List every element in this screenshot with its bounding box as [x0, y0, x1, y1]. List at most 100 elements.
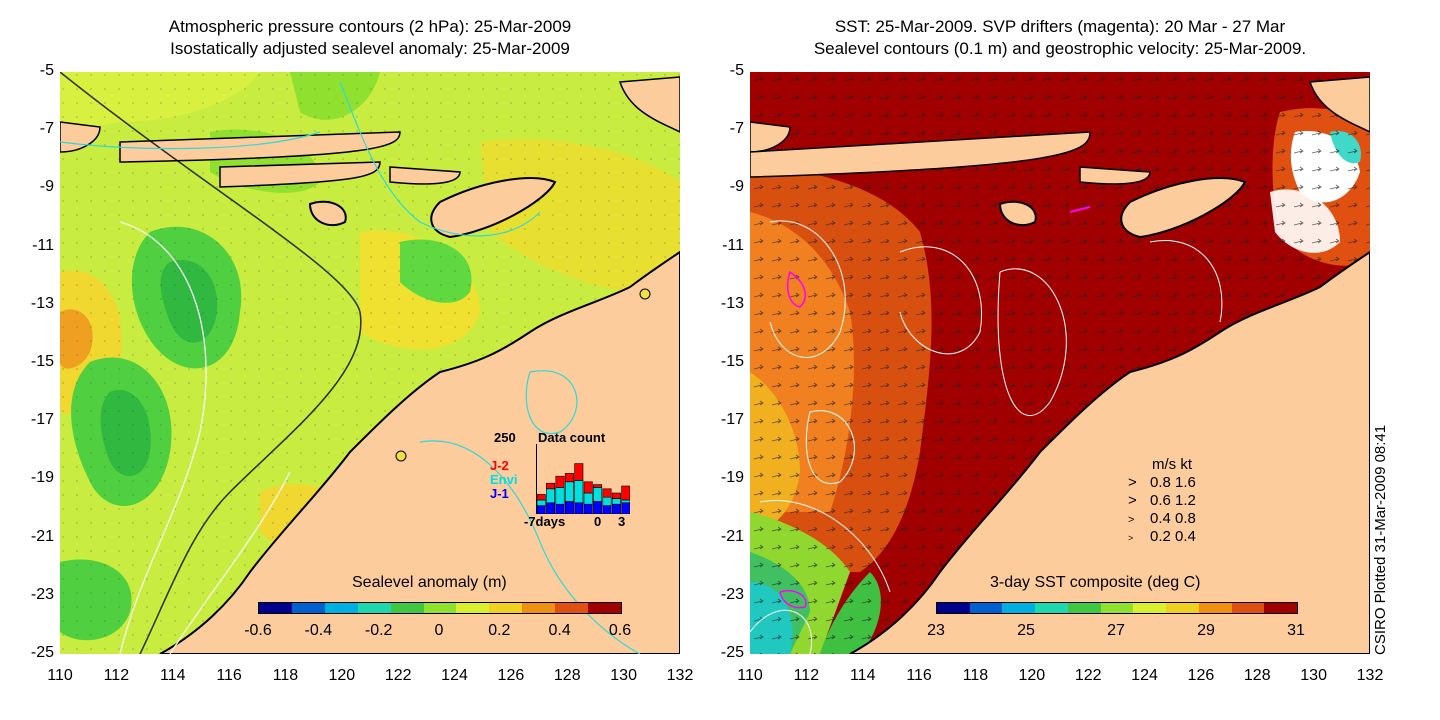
left-title-line2: Isostatically adjusted sealevel anomaly:…	[170, 39, 570, 58]
x-tick-label: 128	[553, 667, 581, 684]
x-tick-label: 114	[159, 667, 186, 684]
data-count-max-label: 250	[494, 430, 516, 445]
sst-map	[750, 72, 1370, 654]
data-count-bar	[574, 502, 584, 514]
x-tick-label: 124	[1131, 667, 1158, 684]
legend-j2: J-2	[490, 458, 509, 473]
data-count-bar	[555, 475, 565, 488]
left-colorbar	[258, 602, 622, 614]
colorbar-swatch	[969, 603, 1003, 613]
data-count-xlabel-end: 3	[618, 514, 626, 529]
data-count-title: Data count	[538, 430, 606, 445]
x-tick-label: 110	[47, 667, 73, 684]
y-tick-label: -13	[30, 294, 54, 312]
x-tick-label: 110	[737, 667, 763, 684]
credit-text: CSIRO Plotted 31-Mar-2009 08:41	[1372, 424, 1389, 655]
y-tick-label: -25	[720, 644, 744, 661]
y-tick-label: -9	[39, 178, 54, 196]
data-count-bar	[611, 492, 621, 499]
x-tick-label: 126	[1187, 667, 1215, 684]
data-count-bar	[593, 484, 603, 488]
y-tick-label: -17	[30, 411, 54, 429]
y-tick-label: -5	[729, 62, 744, 79]
x-tick-label: 122	[384, 667, 412, 684]
colorbar-label: -0.6	[244, 622, 272, 639]
colorbar-swatch	[357, 603, 391, 613]
y-tick-label: -15	[30, 353, 54, 370]
colorbar-label: 29	[1197, 622, 1215, 639]
y-tick-label: -21	[30, 527, 54, 545]
colorbar-swatch	[259, 603, 292, 613]
velocity-legend: m/s kt >0.8 1.6 >0.6 1.2 >0.4 0.8 >0.2 0…	[1128, 456, 1258, 546]
x-tick-label: 120	[328, 667, 356, 684]
data-count-xlabel-zero: 0	[594, 514, 602, 529]
left-title-line1: Atmospheric pressure contours (2 hPa): 2…	[168, 17, 572, 36]
data-count-bar	[555, 503, 565, 514]
colorbar-swatch	[522, 603, 556, 613]
x-tick-label: 122	[1074, 667, 1102, 684]
y-tick-label: -23	[30, 585, 54, 603]
y-tick-label: -19	[720, 469, 744, 487]
data-count-bar	[621, 502, 630, 514]
data-count-bar	[574, 463, 584, 481]
y-tick-label: -9	[729, 178, 744, 196]
velocity-legend-row-08: >0.8 1.6	[1128, 474, 1196, 491]
data-count-bar	[583, 481, 593, 494]
data-count-bar	[602, 505, 612, 514]
colorbar-swatch	[555, 603, 589, 613]
data-count-bar	[621, 485, 630, 501]
colorbar-swatch	[456, 603, 490, 613]
data-count-bar	[602, 488, 612, 498]
data-count-bar	[611, 503, 621, 514]
colorbar-label: -0.2	[364, 622, 393, 639]
y-tick-label: -15	[720, 353, 744, 370]
sealevel-anomaly-map	[60, 72, 680, 654]
y-tick-label: -7	[729, 120, 744, 138]
data-count-bar	[536, 494, 546, 501]
colorbar-label: 0.4	[548, 622, 571, 639]
colorbar-swatch	[489, 603, 523, 613]
x-tick-label: 116	[906, 667, 932, 684]
data-count-bar	[546, 502, 556, 514]
x-tick-label: 118	[272, 667, 299, 684]
colorbar-swatch	[1166, 603, 1199, 613]
y-tick-label: -19	[30, 469, 54, 487]
y-tick-label: -7	[39, 120, 54, 138]
y-tick-label: -23	[720, 585, 744, 603]
x-tick-label: 114	[849, 667, 876, 684]
y-tick-label: -11	[722, 236, 744, 254]
y-tick-label: -13	[720, 294, 744, 312]
data-count-bar	[536, 505, 546, 514]
x-tick-label: 132	[1356, 667, 1384, 684]
colorbar-swatch	[1002, 603, 1036, 613]
x-tick-label: 112	[793, 667, 820, 684]
colorbar-swatch	[937, 603, 970, 613]
velocity-legend-row-06: >0.6 1.2	[1128, 492, 1196, 509]
colorbar-swatch	[1198, 603, 1232, 613]
colorbar-label: 0.2	[488, 622, 511, 639]
colorbar-swatch	[1035, 603, 1068, 613]
y-tick-label: -25	[30, 644, 54, 661]
colorbar-label: 31	[1287, 622, 1305, 639]
colorbar-swatch	[1231, 603, 1265, 613]
data-count-bar	[574, 480, 584, 504]
data-count-bar	[536, 499, 546, 506]
right-title-line1: SST: 25-Mar-2009. SVP drifters (magenta)…	[834, 17, 1286, 36]
colorbar-label: 25	[1017, 622, 1035, 639]
data-count-bar	[593, 501, 603, 514]
data-count-bar	[621, 499, 630, 504]
data-count-bar	[546, 488, 556, 504]
colorbar-swatch	[1067, 603, 1101, 613]
data-count-bar	[564, 481, 574, 502]
colorbar-label: 27	[1107, 622, 1125, 639]
x-tick-label: 130	[610, 667, 637, 684]
colorbar-swatch	[423, 603, 457, 613]
right-colorbar-title: 3-day SST composite (deg C)	[990, 574, 1201, 591]
left-colorbar-title: Sealevel anomaly (m)	[352, 574, 507, 591]
y-tick-label: -5	[39, 62, 54, 79]
data-count-bar	[555, 487, 565, 505]
x-tick-label: 124	[441, 667, 468, 684]
data-count-bar	[583, 492, 593, 505]
colorbar-swatch	[291, 603, 325, 613]
velocity-legend-row-04: >0.4 0.8	[1128, 510, 1196, 527]
